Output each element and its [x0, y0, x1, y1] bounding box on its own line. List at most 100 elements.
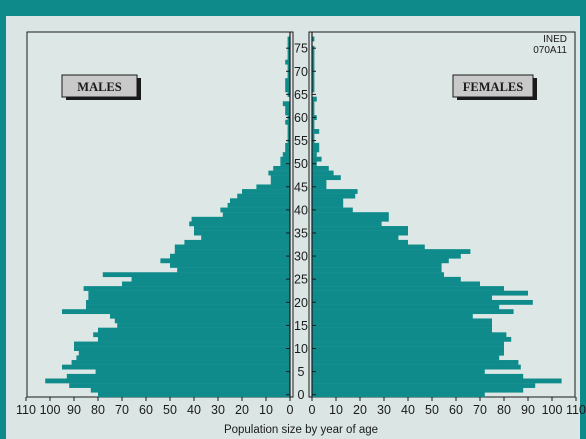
- male-bar-age-7: [71, 360, 290, 365]
- female-bar-age-46: [312, 179, 327, 185]
- female-bar-age-1: [312, 387, 524, 393]
- female-bar-age-39: [312, 212, 389, 218]
- age-tick-label-75: 75: [294, 42, 308, 56]
- female-bar-age-63: [312, 101, 315, 107]
- male-bar-age-45: [256, 184, 290, 190]
- male-bar-age-36: [194, 226, 290, 231]
- male-bar-age-69: [287, 73, 290, 79]
- age-tick-label-25: 25: [294, 273, 308, 287]
- age-tick-label-40: 40: [294, 203, 308, 217]
- male-bar-age-11: [74, 341, 290, 347]
- age-tick-label-55: 55: [294, 134, 308, 148]
- male-x-tick-label-0: 0: [287, 403, 294, 417]
- female-bar-age-38: [312, 216, 389, 222]
- age-tick-label-35: 35: [294, 226, 308, 240]
- male-x-tick-label-30: 30: [211, 403, 225, 417]
- female-bar-age-14: [312, 327, 492, 333]
- males-label: MALES: [77, 80, 122, 94]
- female-x-tick-label-90: 90: [521, 403, 535, 417]
- male-bar-age-62: [285, 105, 290, 111]
- male-bar-age-4: [66, 373, 290, 379]
- female-bar-age-45: [312, 184, 327, 190]
- male-bar-age-2: [69, 383, 290, 388]
- female-bar-age-62: [312, 105, 315, 111]
- female-bar-age-30: [312, 253, 461, 259]
- male-bar-age-35: [194, 230, 290, 236]
- male-bar-age-40: [220, 207, 290, 213]
- female-bar-age-67: [312, 82, 315, 88]
- age-tick-label-60: 60: [294, 111, 308, 125]
- age-tick-label-10: 10: [294, 342, 308, 356]
- male-bar-age-28: [170, 263, 290, 268]
- top-color-bar: [0, 0, 586, 16]
- age-tick-label-45: 45: [294, 180, 308, 194]
- female-bar-age-16: [312, 318, 492, 324]
- females-label: FEMALES: [463, 80, 523, 94]
- male-bar-age-71: [287, 64, 290, 70]
- male-bar-age-13: [93, 332, 290, 338]
- male-bar-age-43: [237, 193, 290, 199]
- male-bar-age-27: [177, 267, 290, 273]
- female-bar-age-68: [312, 78, 315, 84]
- male-bar-age-23: [83, 286, 290, 291]
- female-x-tick-label-100: 100: [542, 403, 563, 417]
- female-bar-age-17: [312, 313, 473, 319]
- female-bar-age-28: [312, 263, 442, 268]
- female-x-tick-label-40: 40: [401, 403, 415, 417]
- female-x-tick-label-30: 30: [377, 403, 391, 417]
- female-bar-age-21: [312, 295, 492, 301]
- male-bar-age-63: [282, 101, 290, 107]
- female-bar-age-35: [312, 230, 408, 236]
- female-x-tick-label-0: 0: [309, 403, 316, 417]
- female-bar-age-18: [312, 309, 514, 315]
- male-bar-age-12: [98, 336, 290, 342]
- male-x-tick-label-100: 100: [40, 403, 61, 417]
- female-x-tick-label-80: 80: [497, 403, 511, 417]
- male-bar-age-24: [122, 281, 290, 287]
- female-bar-age-73: [312, 55, 315, 60]
- age-tick-label-0: 0: [298, 388, 305, 402]
- female-bar-age-2: [312, 383, 536, 388]
- age-tick-label-5: 5: [298, 365, 305, 379]
- male-bar-age-26: [102, 272, 290, 278]
- female-bar-age-0: [312, 392, 485, 398]
- female-bar-age-3: [312, 378, 562, 384]
- male-bar-age-54: [285, 142, 290, 148]
- male-bar-age-39: [222, 212, 290, 218]
- male-bar-age-44: [242, 189, 290, 194]
- male-x-tick-label-110: 110: [16, 403, 36, 417]
- male-bar-age-16: [114, 318, 290, 324]
- female-bar-age-26: [312, 272, 444, 278]
- female-bar-age-9: [312, 350, 504, 356]
- female-bar-age-54: [312, 142, 320, 148]
- female-bar-age-43: [312, 193, 356, 199]
- male-bar-age-57: [287, 129, 290, 134]
- male-bar-age-38: [191, 216, 290, 222]
- female-bar-age-47: [312, 175, 341, 181]
- male-bar-age-18: [62, 309, 290, 315]
- female-bar-age-69: [312, 73, 315, 79]
- male-bar-age-17: [110, 313, 290, 319]
- male-bar-age-34: [201, 235, 290, 241]
- male-bar-age-46: [270, 179, 290, 185]
- male-bar-age-74: [287, 50, 290, 56]
- male-x-tick-label-70: 70: [115, 403, 129, 417]
- female-bar-age-22: [312, 290, 528, 296]
- female-x-tick-label-110: 110: [566, 403, 586, 417]
- age-tick-label-15: 15: [294, 319, 308, 333]
- female-bar-age-32: [312, 244, 425, 250]
- female-bar-age-52: [312, 152, 317, 157]
- male-bar-age-51: [280, 156, 290, 162]
- female-bar-age-34: [312, 235, 399, 241]
- female-bar-age-77: [312, 36, 315, 42]
- age-tick-label-20: 20: [294, 296, 308, 310]
- male-bar-age-14: [98, 327, 290, 333]
- female-bar-age-29: [312, 258, 449, 264]
- male-bar-age-32: [174, 244, 290, 250]
- male-bar-age-59: [285, 119, 290, 125]
- age-tick-label-30: 30: [294, 250, 308, 264]
- female-bar-age-53: [312, 147, 320, 153]
- male-bar-age-1: [90, 387, 290, 393]
- female-x-tick-label-70: 70: [473, 403, 487, 417]
